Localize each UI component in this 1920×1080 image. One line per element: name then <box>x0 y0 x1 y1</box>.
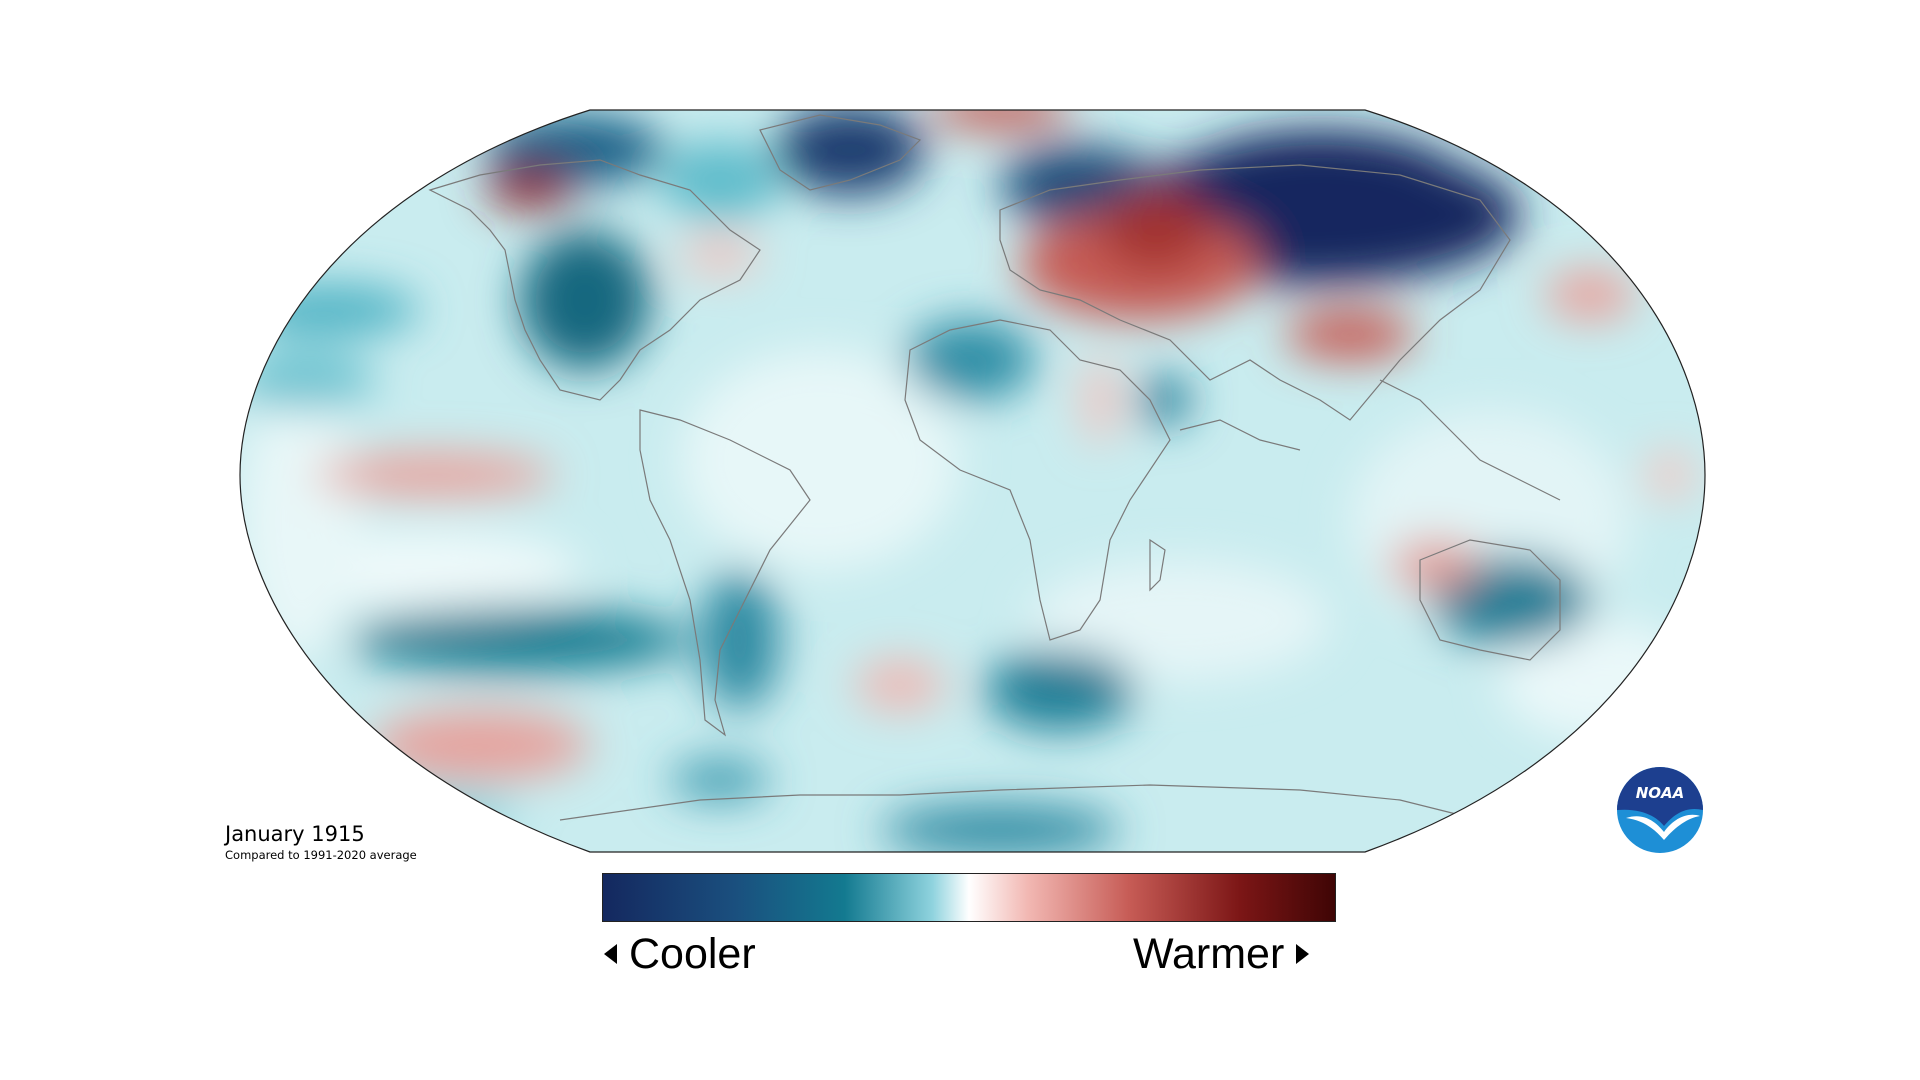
triangle-left-icon <box>604 944 617 964</box>
legend-warmer: Warmer <box>1133 929 1310 979</box>
coastlines <box>428 114 1561 821</box>
warmer-label: Warmer <box>1133 930 1285 978</box>
anomaly-colorbar <box>602 873 1336 922</box>
anomaly-field <box>240 110 1705 852</box>
cooler-label: Cooler <box>629 930 756 978</box>
noaa-logo-text: NOAA <box>1636 784 1685 802</box>
legend-cooler: Cooler <box>604 929 756 979</box>
noaa-logo-icon: NOAA <box>1617 767 1703 853</box>
map-subtitle: Compared to 1991-2020 average <box>225 848 417 862</box>
map-title: January 1915 <box>225 822 365 846</box>
map-border <box>239 109 1706 853</box>
triangle-right-icon <box>1296 944 1310 964</box>
